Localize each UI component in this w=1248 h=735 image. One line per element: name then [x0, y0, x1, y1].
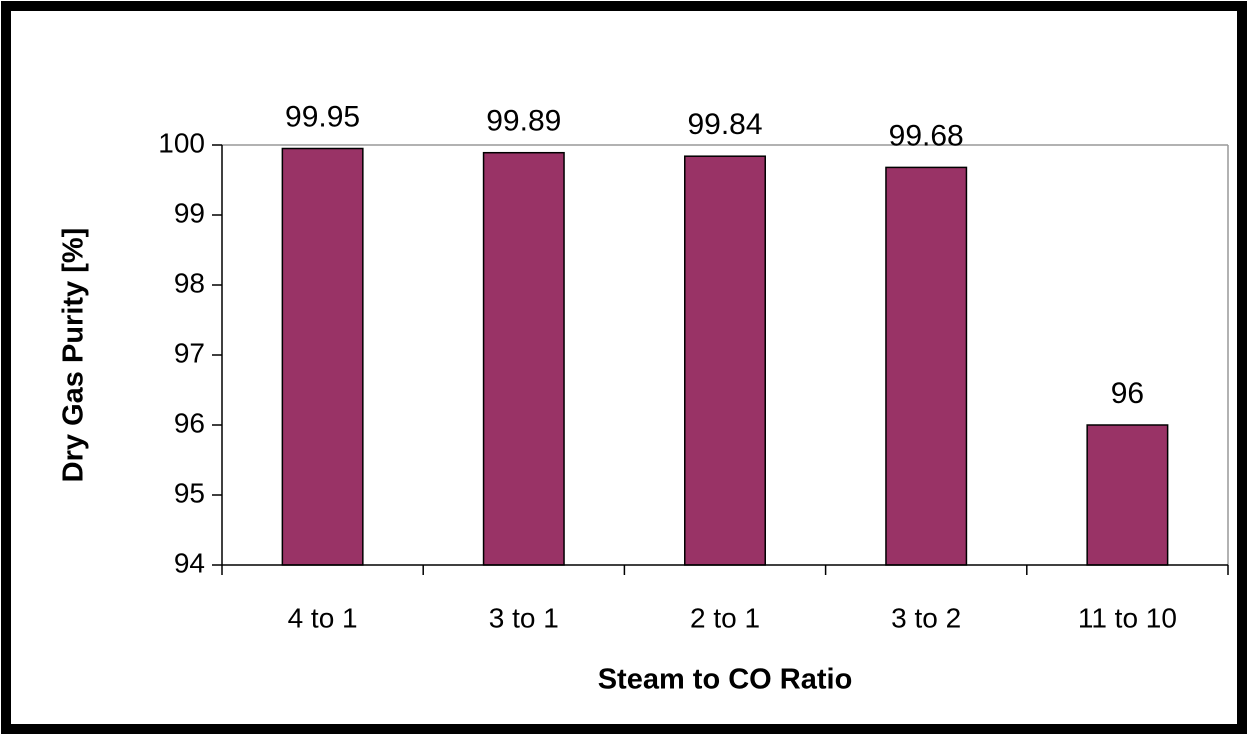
x-tick-label: 3 to 2: [891, 602, 961, 633]
x-axis-title: Steam to CO Ratio: [598, 664, 853, 696]
y-axis-title: Dry Gas Purity [%]: [58, 228, 90, 483]
data-label: 99.95: [285, 100, 360, 133]
x-tick-label: 3 to 1: [489, 602, 559, 633]
bar: [684, 155, 766, 566]
y-tick-label: 98: [174, 267, 205, 298]
data-label: 99.84: [687, 108, 762, 141]
x-tick-label: 2 to 1: [690, 602, 760, 633]
bar: [482, 151, 565, 566]
y-tick-label: 99: [174, 197, 205, 228]
x-tick-label: 4 to 1: [288, 602, 358, 633]
data-label: 96: [1111, 377, 1144, 410]
bar: [281, 147, 364, 566]
y-tick-label: 100: [158, 127, 205, 158]
y-tick-label: 97: [174, 337, 205, 368]
bar: [1086, 424, 1169, 566]
x-tick-label: 11 to 10: [1078, 602, 1177, 633]
bar: [885, 166, 968, 566]
data-label: 99.89: [486, 105, 561, 138]
y-tick-label: 96: [174, 407, 205, 438]
data-label: 99.68: [889, 119, 964, 152]
y-tick-label: 94: [174, 547, 205, 578]
y-tick-label: 95: [174, 477, 205, 508]
